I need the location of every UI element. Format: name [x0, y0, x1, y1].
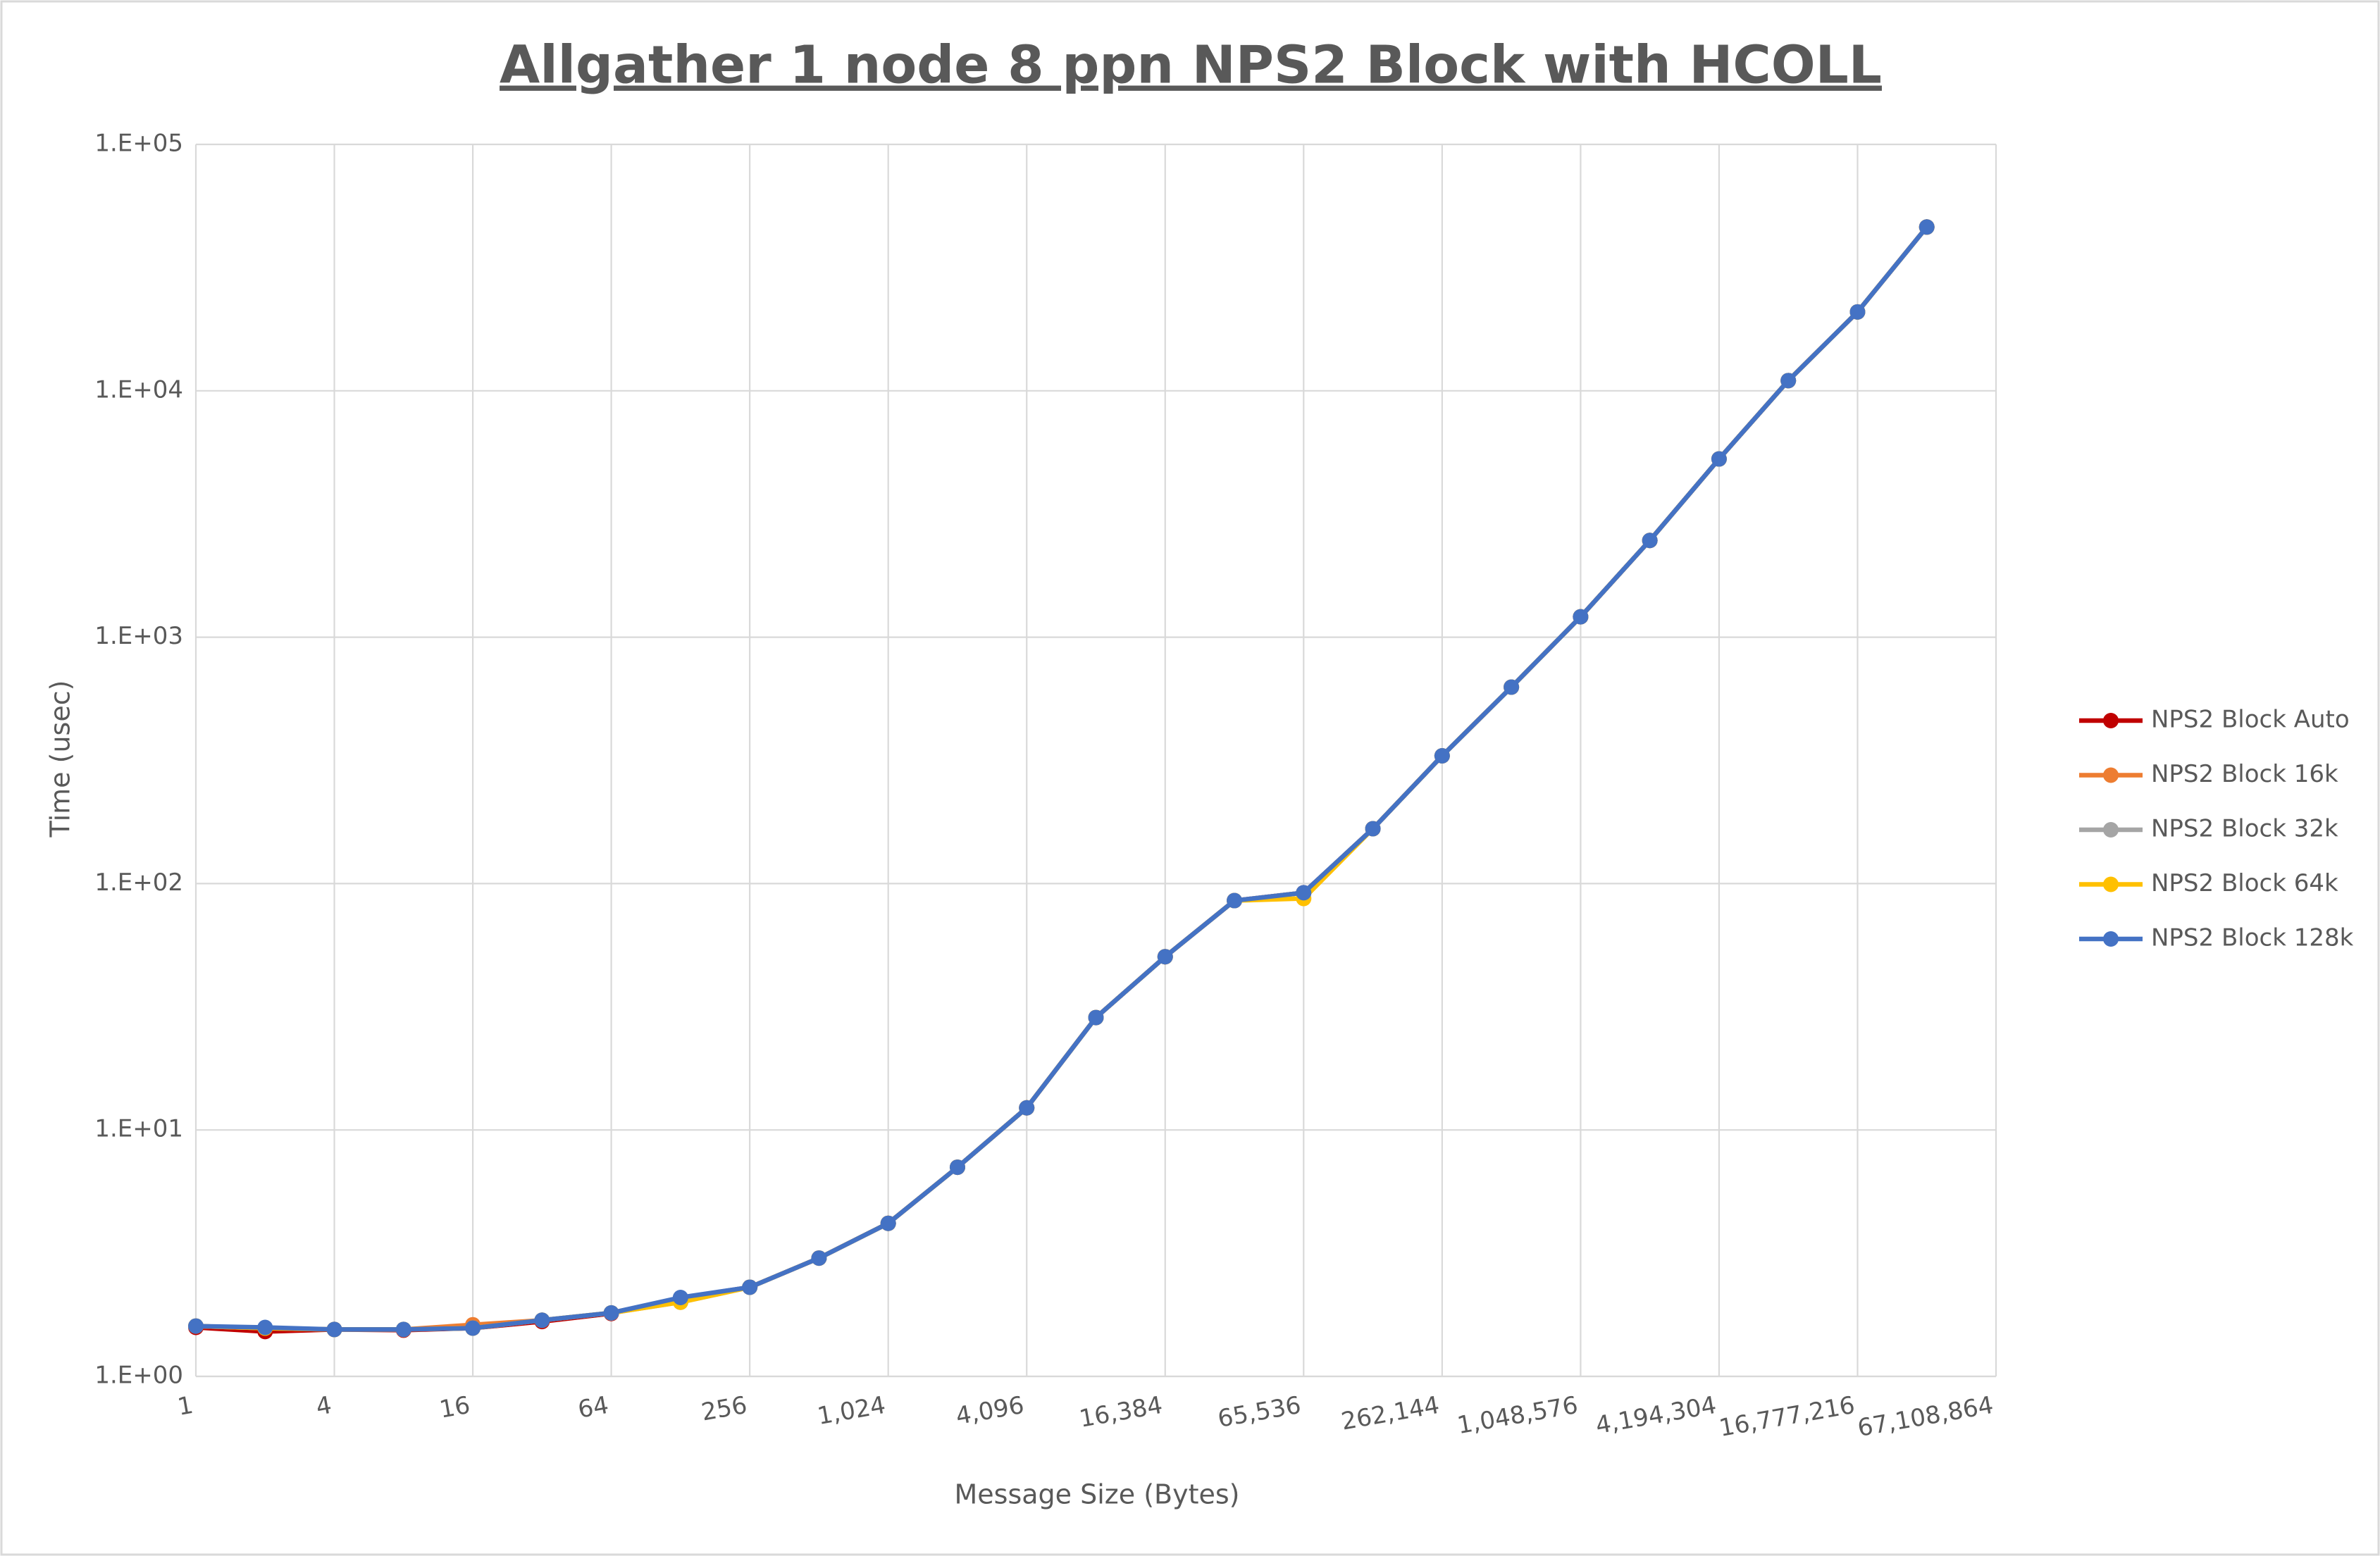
point [672, 1290, 688, 1306]
x-tick-label: 64 [576, 1391, 611, 1424]
legend-label: NPS2 Block 32k [2151, 815, 2338, 843]
point [1157, 949, 1173, 965]
point [1919, 219, 1935, 235]
point [811, 1250, 827, 1266]
y-tick-label: 1.E+01 [94, 1115, 183, 1143]
point [1365, 821, 1381, 837]
point [534, 1312, 550, 1328]
series-line [195, 225, 1929, 1332]
point [1780, 373, 1797, 389]
point [188, 1318, 204, 1334]
y-tick-label: 1.E+02 [94, 869, 183, 897]
point [257, 1319, 273, 1336]
x-axis-title: Message Size (Bytes) [955, 1479, 1240, 1510]
legend-label: NPS2 Block 128k [2151, 924, 2354, 952]
y-tick-label: 1.E+04 [94, 375, 183, 404]
point [1573, 609, 1589, 625]
chart-title: Allgather 1 node 8 ppn NPS2 Block with H… [500, 35, 1882, 96]
legend-marker [2103, 767, 2119, 783]
legend-marker [2103, 876, 2119, 892]
point [880, 1215, 896, 1231]
point [1019, 1100, 1035, 1116]
point [1849, 304, 1866, 320]
y-tick-label: 1.E+00 [94, 1362, 183, 1390]
point [1434, 748, 1450, 764]
point [1642, 533, 1658, 549]
point [742, 1279, 758, 1295]
point [603, 1305, 619, 1321]
point [1504, 679, 1520, 695]
x-tick-label: 16 [438, 1391, 473, 1424]
legend-label: NPS2 Block 64k [2151, 869, 2338, 897]
legend-marker [2103, 931, 2119, 947]
legend-marker [2103, 822, 2119, 838]
point [395, 1321, 411, 1338]
legend-label: NPS2 Block 16k [2151, 760, 2338, 788]
point [1711, 451, 1727, 467]
legend-label: NPS2 Block Auto [2151, 706, 2350, 734]
point [465, 1320, 481, 1336]
legend-marker [2103, 713, 2119, 728]
point [1296, 885, 1312, 901]
point [326, 1321, 342, 1338]
y-axis-title: Time (usec) [45, 680, 76, 838]
y-tick-label: 1.E+05 [94, 130, 183, 158]
point [949, 1159, 965, 1176]
point [1227, 892, 1243, 909]
y-tick-label: 1.E+03 [94, 622, 183, 650]
point [1088, 1009, 1104, 1026]
